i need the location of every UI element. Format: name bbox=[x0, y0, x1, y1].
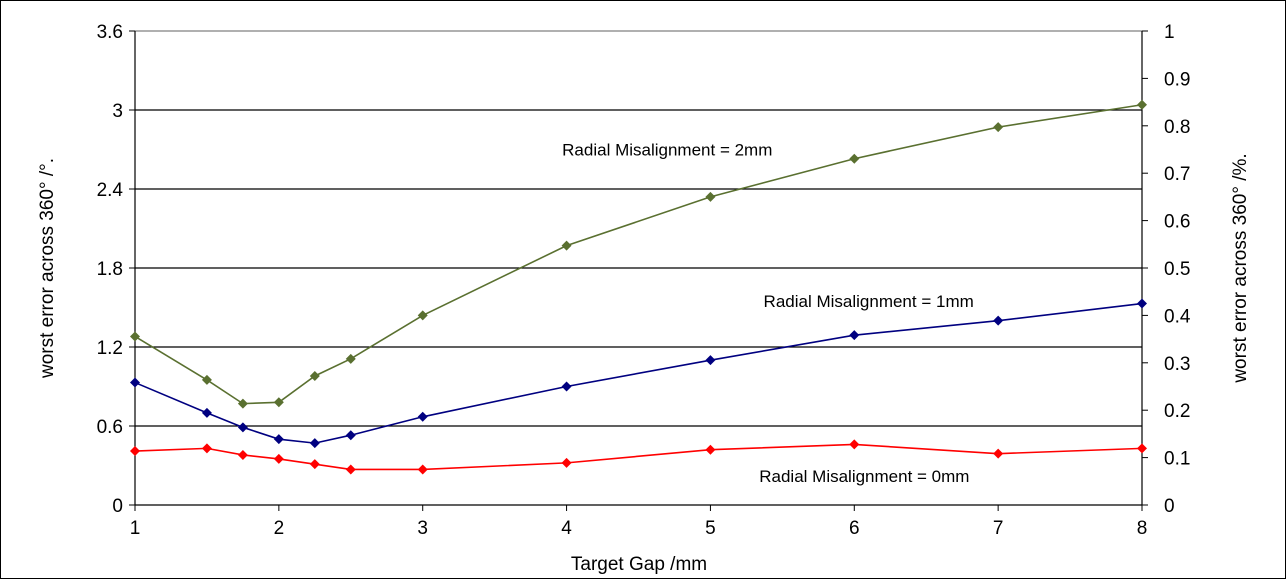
x-tick-label: 2 bbox=[274, 518, 285, 539]
y2-axis-ticks: 0 0.1 0.2 0.3 0.4 0.5 0.6 0.7 0.8 0.9 1 bbox=[1142, 22, 1191, 517]
data-point bbox=[237, 422, 248, 433]
data-point bbox=[993, 448, 1004, 459]
y2-tick-label: 0 bbox=[1164, 496, 1175, 517]
y-tick-label: 3.6 bbox=[97, 22, 123, 43]
data-point bbox=[561, 457, 572, 468]
x-tick-label: 7 bbox=[993, 518, 1004, 539]
data-point bbox=[849, 330, 860, 341]
data-point bbox=[130, 446, 140, 457]
data-point bbox=[273, 397, 284, 408]
x-tick-label: 8 bbox=[1137, 518, 1148, 539]
data-point bbox=[201, 407, 212, 418]
data-point bbox=[849, 153, 860, 164]
y2-tick-label: 0.2 bbox=[1164, 401, 1190, 422]
y-tick-label: 0.6 bbox=[97, 417, 123, 438]
data-point bbox=[993, 122, 1004, 133]
x-tick-label: 6 bbox=[849, 518, 860, 539]
data-point bbox=[309, 438, 320, 449]
data-point bbox=[561, 240, 572, 251]
y-tick-label: 1.8 bbox=[97, 259, 123, 280]
data-point bbox=[237, 398, 248, 409]
y2-tick-label: 0.1 bbox=[1164, 449, 1190, 470]
series-2 bbox=[130, 439, 1147, 475]
y-tick-label: 0 bbox=[112, 496, 123, 517]
series-0 bbox=[130, 99, 1147, 409]
x-tick-label: 1 bbox=[130, 518, 141, 539]
x-axis-ticks: 1 2 3 4 5 6 7 8 bbox=[130, 505, 1148, 539]
series-layer bbox=[130, 99, 1147, 475]
y-tick-label: 2.4 bbox=[97, 180, 124, 201]
data-point bbox=[345, 353, 356, 364]
data-point bbox=[993, 315, 1004, 326]
data-point bbox=[1137, 298, 1147, 309]
data-point bbox=[237, 449, 248, 460]
data-point bbox=[1137, 99, 1147, 110]
x-tick-label: 3 bbox=[417, 518, 428, 539]
data-point bbox=[561, 381, 572, 392]
data-point bbox=[705, 355, 716, 366]
data-point bbox=[417, 464, 428, 475]
series-1 bbox=[130, 298, 1147, 449]
y-tick-label: 3 bbox=[112, 101, 123, 122]
data-point bbox=[1137, 443, 1147, 454]
series-line bbox=[134, 443, 1143, 471]
data-point bbox=[705, 191, 716, 202]
data-point bbox=[705, 444, 716, 455]
y2-tick-label: 0.8 bbox=[1164, 117, 1190, 138]
data-point bbox=[130, 377, 140, 388]
data-point bbox=[345, 464, 356, 475]
series-annotation: Radial Misalignment = 2mm bbox=[562, 141, 772, 160]
data-point bbox=[201, 443, 212, 454]
data-point bbox=[345, 430, 356, 441]
data-point bbox=[309, 370, 320, 381]
y2-tick-label: 1 bbox=[1164, 22, 1175, 43]
data-point bbox=[417, 411, 428, 422]
x-tick-label: 4 bbox=[561, 518, 572, 539]
y-axis-title: worst error across 360° /°. bbox=[37, 158, 58, 379]
y2-tick-label: 0.3 bbox=[1164, 354, 1190, 375]
y2-axis-title: worst error across 360° /%. bbox=[1230, 153, 1251, 383]
series-line bbox=[134, 302, 1143, 444]
x-tick-label: 5 bbox=[705, 518, 716, 539]
data-point bbox=[130, 331, 140, 342]
data-point bbox=[417, 310, 428, 321]
x-axis-title: Target Gap /mm bbox=[571, 554, 707, 575]
series-line bbox=[134, 103, 1143, 405]
y2-tick-label: 0.9 bbox=[1164, 69, 1190, 90]
data-point bbox=[309, 459, 320, 470]
y2-tick-label: 0.7 bbox=[1164, 164, 1190, 185]
annotations: Radial Misalignment = 2mm Radial Misalign… bbox=[562, 141, 974, 487]
data-point bbox=[849, 439, 860, 450]
gridlines bbox=[135, 30, 1142, 427]
data-point bbox=[273, 434, 284, 445]
data-point bbox=[201, 374, 212, 385]
y-tick-label: 1.2 bbox=[97, 338, 123, 359]
series-annotation: Radial Misalignment = 1mm bbox=[764, 292, 974, 311]
y2-tick-label: 0.5 bbox=[1164, 259, 1190, 280]
data-point bbox=[273, 453, 284, 464]
y2-tick-label: 0.4 bbox=[1164, 306, 1191, 327]
y-axis-ticks: 0 0.6 1.2 1.8 2.4 3 3.6 bbox=[97, 22, 135, 517]
series-annotation: Radial Misalignment = 0mm bbox=[759, 467, 969, 486]
y2-tick-label: 0.6 bbox=[1164, 212, 1190, 233]
